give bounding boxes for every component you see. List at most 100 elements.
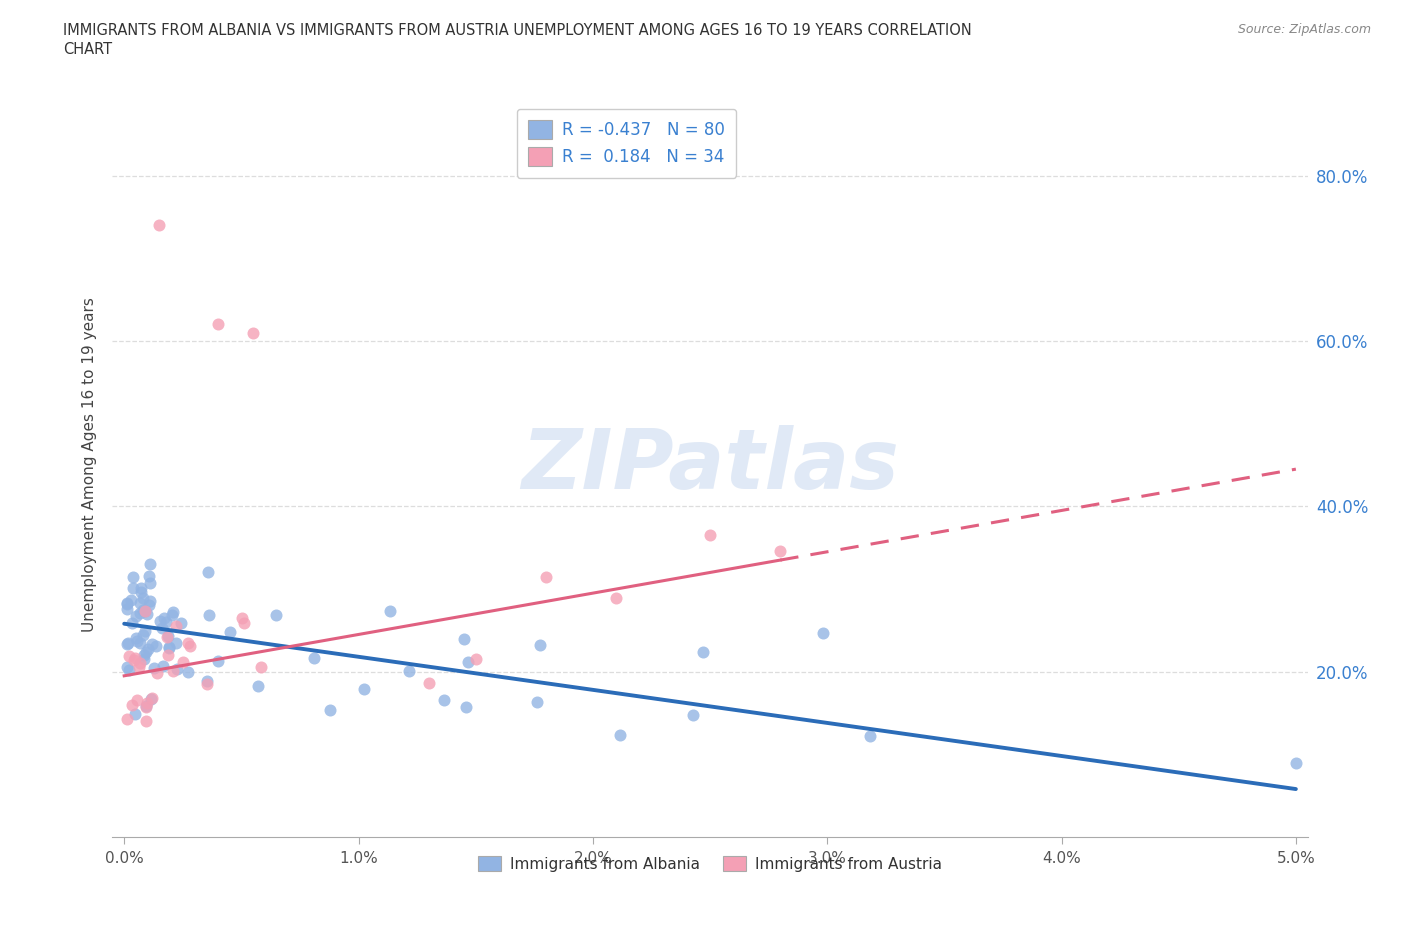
Point	[138, 597, 160, 612]
Point	[122, 580, 145, 595]
Point	[115, 596, 138, 611]
Point	[121, 616, 143, 631]
Point	[125, 693, 148, 708]
Point	[148, 218, 170, 232]
Point	[146, 666, 169, 681]
Point	[115, 602, 138, 617]
Point	[121, 698, 143, 712]
Point	[134, 604, 156, 618]
Point	[135, 696, 157, 711]
Point	[136, 642, 159, 657]
Point	[115, 637, 138, 652]
Point	[117, 635, 139, 650]
Point	[692, 644, 714, 659]
Point	[139, 557, 162, 572]
Point	[136, 607, 159, 622]
Point	[378, 604, 401, 618]
Point	[148, 614, 170, 629]
Point	[155, 614, 177, 629]
Point	[165, 635, 187, 650]
Point	[197, 673, 219, 688]
Point	[197, 607, 219, 622]
Point	[135, 700, 157, 715]
Point	[132, 591, 155, 605]
Point	[418, 676, 440, 691]
Point	[132, 628, 155, 643]
Point	[115, 711, 138, 726]
Point	[141, 692, 163, 707]
Point	[682, 707, 704, 722]
Point	[353, 682, 375, 697]
Point	[162, 664, 184, 679]
Point	[464, 652, 486, 667]
Point	[207, 654, 229, 669]
Point	[152, 658, 174, 673]
Point	[134, 623, 156, 638]
Point	[233, 616, 256, 631]
Point	[125, 631, 148, 645]
Point	[128, 605, 150, 620]
Point	[138, 569, 160, 584]
Point	[177, 635, 200, 650]
Point	[139, 593, 162, 608]
Point	[197, 565, 219, 579]
Point	[247, 679, 270, 694]
Point	[172, 654, 194, 669]
Point	[456, 699, 478, 714]
Point	[166, 618, 188, 633]
Point	[157, 640, 180, 655]
Point	[157, 640, 180, 655]
Point	[118, 663, 141, 678]
Point	[120, 592, 142, 607]
Point	[605, 591, 627, 605]
Point	[156, 629, 179, 644]
Legend: Immigrants from Albania, Immigrants from Austria: Immigrants from Albania, Immigrants from…	[472, 849, 948, 878]
Point	[145, 639, 167, 654]
Text: CHART: CHART	[63, 42, 112, 57]
Point	[143, 660, 166, 675]
Point	[134, 647, 156, 662]
Point	[457, 655, 479, 670]
Point	[124, 609, 146, 624]
Point	[195, 677, 218, 692]
Point	[124, 651, 146, 666]
Point	[231, 611, 253, 626]
Text: IMMIGRANTS FROM ALBANIA VS IMMIGRANTS FROM AUSTRIA UNEMPLOYMENT AMONG AGES 16 TO: IMMIGRANTS FROM ALBANIA VS IMMIGRANTS FR…	[63, 23, 972, 38]
Point	[218, 624, 240, 639]
Point	[207, 317, 229, 332]
Point	[534, 570, 557, 585]
Point	[132, 603, 155, 618]
Point	[129, 595, 152, 610]
Point	[135, 698, 157, 713]
Point	[156, 629, 179, 644]
Point	[118, 648, 141, 663]
Point	[398, 663, 420, 678]
Point	[170, 616, 193, 631]
Text: Source: ZipAtlas.com: Source: ZipAtlas.com	[1237, 23, 1371, 36]
Point	[135, 714, 157, 729]
Point	[162, 604, 184, 619]
Point	[529, 637, 551, 652]
Point	[135, 645, 157, 660]
Point	[132, 651, 155, 666]
Point	[122, 653, 145, 668]
Point	[1285, 755, 1308, 770]
Point	[609, 728, 631, 743]
Point	[453, 631, 475, 646]
Point	[304, 651, 326, 666]
Point	[134, 604, 156, 618]
Point	[141, 637, 163, 652]
Point	[129, 584, 152, 599]
Point	[250, 660, 273, 675]
Y-axis label: Unemployment Among Ages 16 to 19 years: Unemployment Among Ages 16 to 19 years	[82, 298, 97, 632]
Point	[242, 326, 264, 340]
Point	[128, 659, 150, 674]
Point	[121, 570, 143, 585]
Point	[129, 636, 152, 651]
Point	[769, 543, 792, 558]
Point	[699, 527, 721, 542]
Point	[141, 690, 163, 705]
Point	[166, 662, 188, 677]
Point	[264, 607, 287, 622]
Point	[179, 638, 201, 653]
